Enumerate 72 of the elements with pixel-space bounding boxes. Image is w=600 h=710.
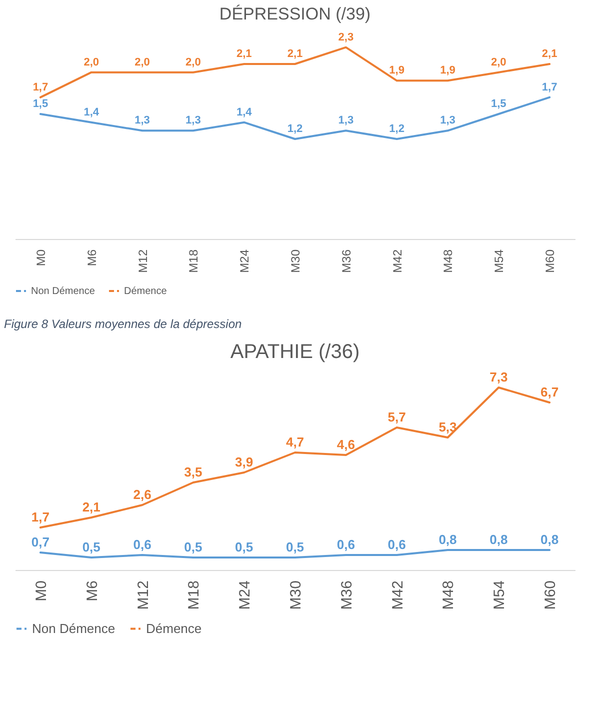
data-label: 0,8 [438,532,457,547]
data-label: 2,1 [82,500,100,514]
x-tick-label: M18 [186,580,203,610]
legend-label: Non Démence [32,620,116,636]
data-label: 1,3 [186,114,201,127]
data-label: 0,6 [336,537,355,552]
data-label: 2,1 [542,48,558,60]
x-tick-label: M0 [34,249,48,266]
data-label: 2,0 [186,56,201,68]
data-label: 1,3 [338,114,354,127]
data-label: 0,6 [388,537,406,552]
x-tick-label: M42 [389,580,406,610]
data-label: 2,1 [236,48,252,60]
data-label: 2,6 [133,487,152,502]
data-label: 7,3 [490,370,508,384]
legend-label: Démence [146,620,202,636]
x-tick-label: M36 [338,580,356,610]
data-label: 0,5 [184,540,202,554]
data-label: 1,9 [440,64,456,77]
data-label: 2,1 [287,48,303,60]
x-tick-label: M30 [288,249,302,273]
data-label: 1,7 [32,81,48,94]
legend-label: Non Démence [31,286,96,297]
data-label: 0,5 [286,540,304,554]
x-tick-label: M24 [238,249,252,273]
data-label: 1,9 [389,64,404,77]
x-tick-label: M54 [491,580,508,610]
data-label: 1,5 [32,98,48,110]
x-tick-label: M0 [32,580,50,602]
data-label: 1,3 [440,114,456,127]
chart-title: APATHIE (/36) [230,341,360,363]
chart-title: DÉPRESSION (/39) [219,4,371,24]
x-tick-label: M60 [542,580,560,610]
x-tick-label: M6 [84,580,101,602]
data-label: 5,7 [388,410,406,424]
data-label: 1,7 [31,510,50,524]
data-label: 1,2 [287,123,303,135]
data-label: 3,5 [184,464,202,480]
data-label: 1,4 [236,106,253,118]
legend-label: Démence [124,286,168,297]
x-tick-label: M48 [440,580,458,610]
x-tick-label: M36 [339,249,354,273]
data-label: 0,5 [235,540,254,554]
x-tick-label: M60 [543,249,558,273]
data-label: 6,7 [540,384,559,400]
x-tick-label: M48 [441,249,456,273]
x-tick-label: M42 [390,249,404,273]
data-label: 1,5 [490,98,506,110]
x-tick-label: M12 [134,580,152,610]
data-label: 2,0 [134,56,150,68]
data-label: 3,9 [235,454,254,470]
x-tick-label: M12 [136,249,150,273]
x-tick-label: M24 [236,580,254,610]
data-label: 1,2 [389,123,404,135]
data-label: 1,4 [84,106,100,118]
data-label: 0,5 [82,540,100,554]
x-tick-label: M6 [84,249,99,266]
data-label: 0,8 [490,532,508,547]
data-label: 1,7 [542,81,558,94]
data-label: 0,6 [133,537,152,552]
data-label: 1,3 [134,114,150,127]
data-label: 0,7 [31,534,50,550]
x-tick-label: M18 [186,249,201,273]
x-tick-label: M30 [288,580,304,610]
x-tick-label: M54 [492,249,506,273]
data-label: 4,6 [336,437,355,452]
data-label: 2,0 [84,56,100,68]
data-label: 2,3 [338,31,354,44]
data-label: 2,0 [490,56,506,68]
data-label: 0,8 [540,532,559,547]
caption: Figure 8 Valeurs moyennes de la dépression [4,317,243,331]
data-label: 4,7 [286,434,304,450]
